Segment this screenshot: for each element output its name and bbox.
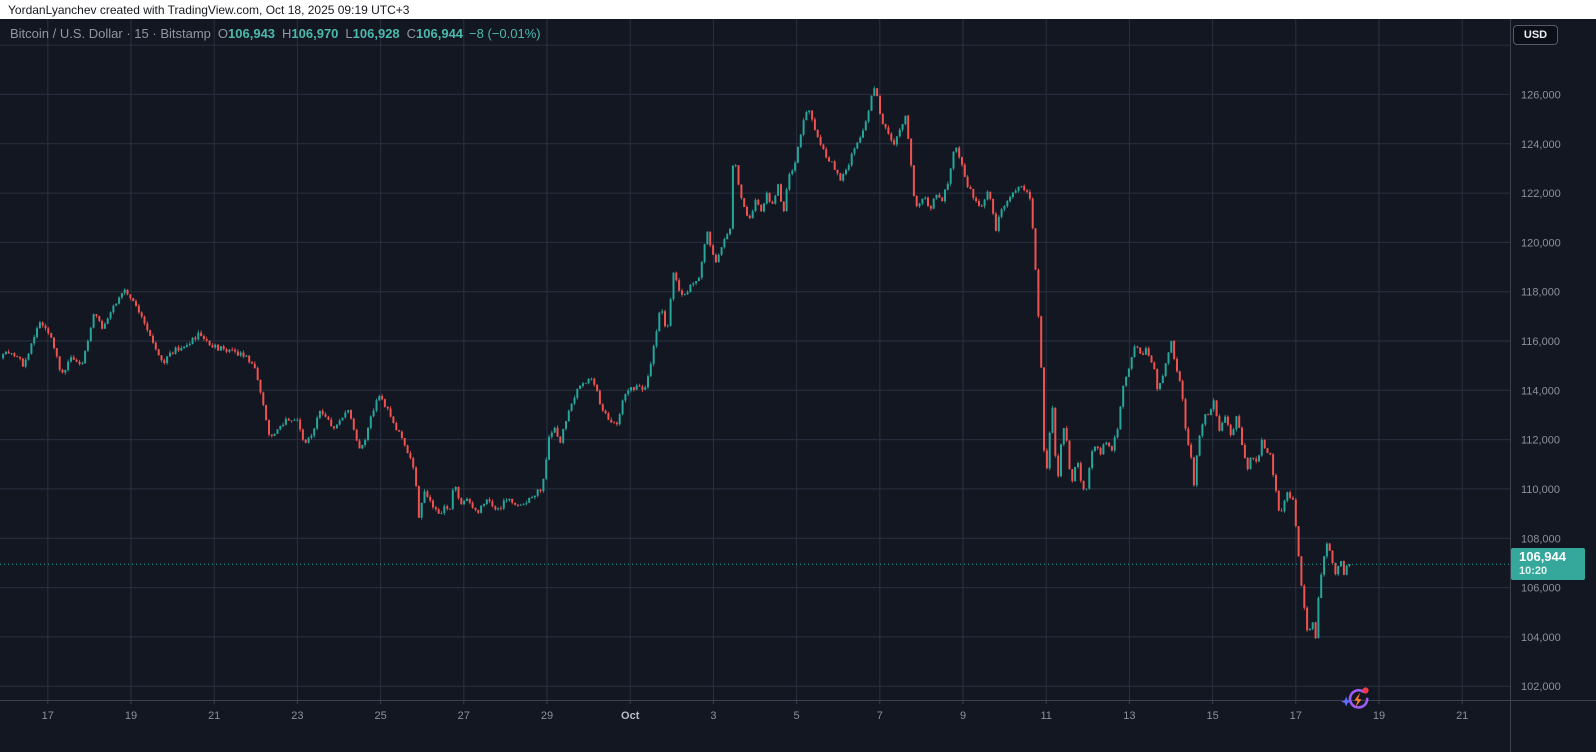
svg-text:27: 27 <box>458 710 470 722</box>
svg-text:7: 7 <box>877 710 883 722</box>
svg-text:104,000: 104,000 <box>1521 632 1561 644</box>
interval-label[interactable]: 15 <box>134 26 149 41</box>
svg-text:17: 17 <box>42 710 54 722</box>
currency-toggle-button[interactable]: USD <box>1513 25 1558 45</box>
exchange-label: Bitstamp <box>160 26 211 41</box>
time-scale-labels[interactable]: 17 19 21 23 25 27 29 Oct 3 5 7 9 11 13 15 17 19 21 <box>42 710 1469 722</box>
svg-text:21: 21 <box>1456 710 1468 722</box>
price-scale-labels[interactable]: 126,000 124,000 122,000 120,000 118,000 116,0… <box>1521 89 1561 693</box>
change-value: −8 (−0.01%) <box>469 26 541 41</box>
svg-text:25: 25 <box>374 710 386 722</box>
svg-text:116,000: 116,000 <box>1521 336 1560 348</box>
symbol-name[interactable]: Bitcoin <box>10 26 50 41</box>
ohlc-close: C106,944 <box>406 26 464 41</box>
grid-lines <box>0 19 1596 752</box>
svg-text:19: 19 <box>125 710 137 722</box>
ohlc-low: L106,928 <box>345 26 400 41</box>
candlestick-series <box>2 86 1351 639</box>
ohlc-high: H106,970 <box>282 26 339 41</box>
svg-text:126,000: 126,000 <box>1521 89 1561 101</box>
ohlc-open: O106,943 <box>217 26 276 41</box>
svg-text:120,000: 120,000 <box>1521 237 1561 249</box>
svg-text:5: 5 <box>794 710 800 722</box>
svg-text:110,000: 110,000 <box>1521 484 1560 496</box>
svg-text:112,000: 112,000 <box>1521 435 1560 447</box>
svg-text:29: 29 <box>541 710 553 722</box>
symbol-quote: U.S. Dollar <box>59 26 123 41</box>
attribution-bar: YordanLyanchev created with TradingView.… <box>0 0 1596 19</box>
svg-text:Oct: Oct <box>621 710 640 722</box>
svg-text:3: 3 <box>710 710 716 722</box>
symbol-legend[interactable]: Bitcoin / U.S. Dollar · 15 · Bitstamp O1… <box>10 26 541 41</box>
svg-text:15: 15 <box>1206 710 1218 722</box>
svg-text:122,000: 122,000 <box>1521 188 1561 200</box>
current-price-tag: 106,944 10:20 <box>1511 548 1585 580</box>
brand-logo-icon <box>1341 687 1369 709</box>
svg-text:21: 21 <box>208 710 220 722</box>
svg-text:17: 17 <box>1290 710 1302 722</box>
bar-countdown: 10:20 <box>1519 564 1548 577</box>
axis-borders <box>0 19 1596 752</box>
svg-text:11: 11 <box>1040 710 1051 722</box>
svg-text:9: 9 <box>960 710 966 722</box>
svg-text:118,000: 118,000 <box>1521 287 1560 299</box>
svg-text:108,000: 108,000 <box>1521 533 1561 545</box>
svg-text:124,000: 124,000 <box>1521 139 1561 151</box>
svg-text:114,000: 114,000 <box>1521 385 1560 397</box>
svg-text:23: 23 <box>291 710 303 722</box>
attribution-text: YordanLyanchev created with TradingView.… <box>8 2 410 17</box>
svg-text:106,000: 106,000 <box>1521 583 1561 595</box>
current-price-value: 106,944 <box>1519 549 1566 564</box>
svg-text:102,000: 102,000 <box>1521 681 1561 693</box>
svg-text:13: 13 <box>1123 710 1135 722</box>
svg-text:19: 19 <box>1373 710 1385 722</box>
